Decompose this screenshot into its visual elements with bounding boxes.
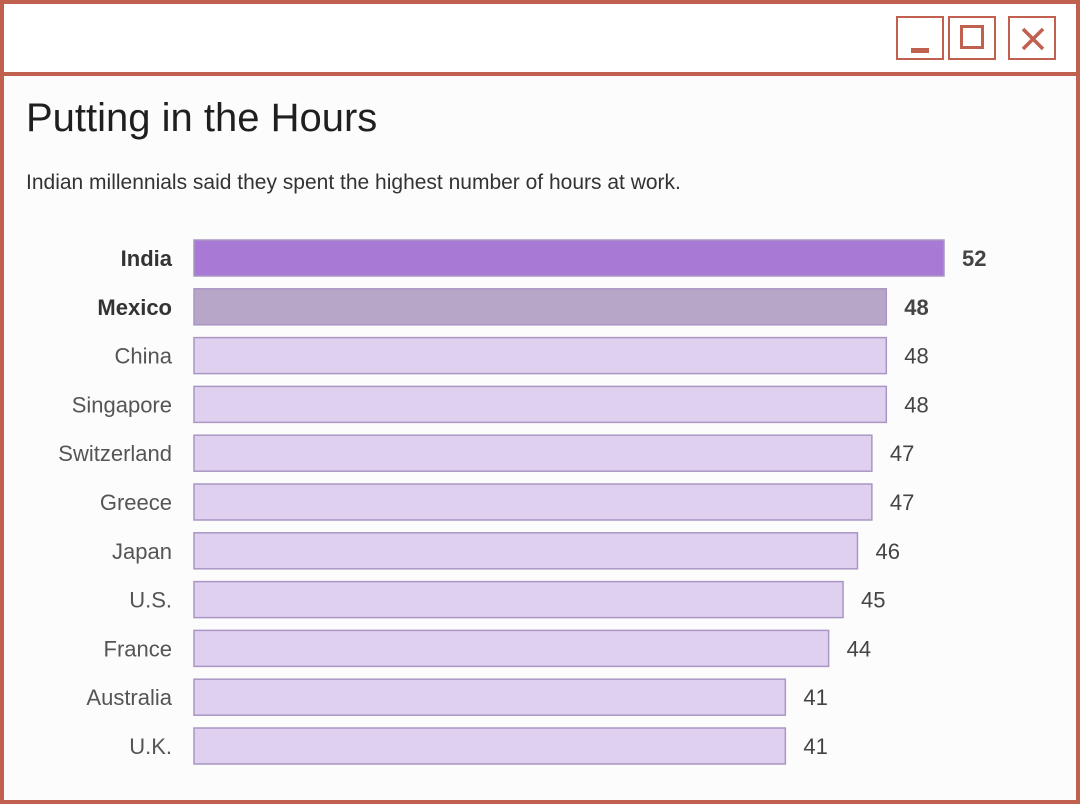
bar-australia [193, 678, 787, 716]
bar-chart: India 52 Mexico 48 China 48 Singapore 48 Switzer… [58, 239, 986, 765]
title-bar [4, 4, 1076, 76]
minimize-button[interactable] [896, 16, 944, 60]
value-label-greece: 47 [890, 490, 914, 515]
bar-mexico [193, 288, 888, 326]
close-button[interactable] [1008, 16, 1056, 60]
bar-france [193, 629, 830, 668]
close-icon [1021, 27, 1045, 51]
category-label-singapore: Singapore [72, 392, 172, 417]
value-label-switzerland: 47 [890, 441, 914, 466]
maximize-button[interactable] [948, 16, 996, 60]
bar-greece [193, 483, 873, 521]
value-label-mexico: 48 [904, 295, 928, 320]
category-label-japan: Japan [112, 539, 172, 564]
bar-japan [193, 532, 859, 570]
category-label-australia: Australia [86, 685, 172, 710]
category-label-france: France [104, 636, 172, 661]
chart-panel: Putting in the Hours Indian millennials … [4, 76, 1076, 800]
value-label-u-s: 45 [861, 588, 885, 613]
category-label-mexico: Mexico [97, 295, 172, 320]
value-label-france: 44 [847, 636, 871, 661]
category-label-u-s: U.S. [129, 588, 172, 613]
value-label-japan: 46 [875, 539, 899, 564]
value-label-australia: 41 [803, 685, 827, 710]
bar-singapore [193, 385, 888, 424]
bar-u-k [193, 727, 787, 765]
category-label-india: India [121, 246, 173, 271]
category-label-china: China [115, 344, 173, 369]
bar-switzerland [193, 434, 873, 472]
category-label-greece: Greece [100, 490, 172, 515]
value-label-u-k: 41 [803, 734, 827, 759]
value-label-india: 52 [962, 246, 986, 271]
value-label-china: 48 [904, 344, 928, 369]
bar-india [193, 239, 945, 277]
bar-u-s [193, 580, 844, 619]
bar-china [193, 336, 888, 375]
value-label-singapore: 48 [904, 392, 928, 417]
chart-subtitle: Indian millennials said they spent the h… [26, 171, 681, 194]
category-label-switzerland: Switzerland [58, 441, 172, 466]
chart-title: Putting in the Hours [26, 96, 378, 140]
category-label-u-k: U.K. [129, 734, 172, 759]
